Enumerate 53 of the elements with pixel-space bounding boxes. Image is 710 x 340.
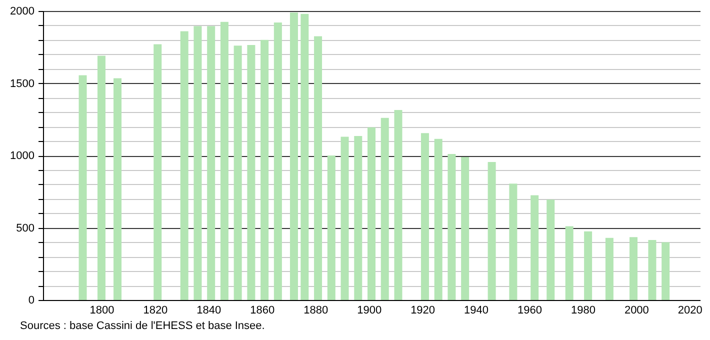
x-tick-label: 1840 xyxy=(196,304,222,316)
y-tick-label: 500 xyxy=(16,222,34,234)
bar xyxy=(220,22,228,300)
y-tick-label: 2000 xyxy=(10,6,34,18)
bar xyxy=(546,200,555,300)
bar xyxy=(194,26,202,300)
bar xyxy=(247,44,256,300)
bar xyxy=(662,242,670,300)
bar xyxy=(290,12,298,300)
x-tick-label: 1980 xyxy=(570,304,596,316)
bar xyxy=(97,56,106,300)
x-tick-label: 1860 xyxy=(250,304,275,316)
bar xyxy=(394,110,402,300)
bar xyxy=(234,46,242,300)
bar xyxy=(340,136,349,300)
x-tick-label: 1940 xyxy=(464,304,489,316)
bar xyxy=(180,31,188,300)
bar xyxy=(605,238,614,300)
y-tick-label: 1000 xyxy=(10,150,34,162)
x-tick-label: 1880 xyxy=(304,304,328,316)
bar xyxy=(368,127,376,300)
x-tick-label: 1960 xyxy=(517,304,542,316)
bar xyxy=(327,156,336,300)
bar xyxy=(154,44,162,300)
bar xyxy=(434,138,442,300)
x-tick-label: 2020 xyxy=(678,304,702,316)
x-tick-label: 1800 xyxy=(90,304,114,316)
bar xyxy=(448,154,456,300)
bar xyxy=(509,184,518,300)
source-note: Sources : base Cassini de l'EHESS et base Insee. xyxy=(20,320,265,332)
bar xyxy=(207,26,216,300)
bar xyxy=(300,14,309,300)
x-tick-label: 1820 xyxy=(143,304,168,316)
bar xyxy=(114,78,122,300)
bar xyxy=(380,118,389,300)
bar xyxy=(584,231,592,300)
y-tick-label: 1500 xyxy=(10,78,34,90)
bar xyxy=(530,195,539,300)
bar xyxy=(488,162,496,300)
x-tick-label: 1920 xyxy=(410,304,436,316)
bar xyxy=(420,133,429,300)
y-tick-label: 0 xyxy=(28,294,34,306)
bar xyxy=(648,240,656,300)
bar xyxy=(274,22,282,300)
bar xyxy=(565,226,574,300)
bar xyxy=(78,75,87,300)
x-tick-label: 1900 xyxy=(357,304,382,316)
bar xyxy=(461,156,470,300)
bar xyxy=(630,237,638,300)
bar xyxy=(260,40,269,300)
x-tick-label: 2000 xyxy=(624,304,649,316)
bar xyxy=(354,136,362,300)
bar xyxy=(314,36,322,300)
